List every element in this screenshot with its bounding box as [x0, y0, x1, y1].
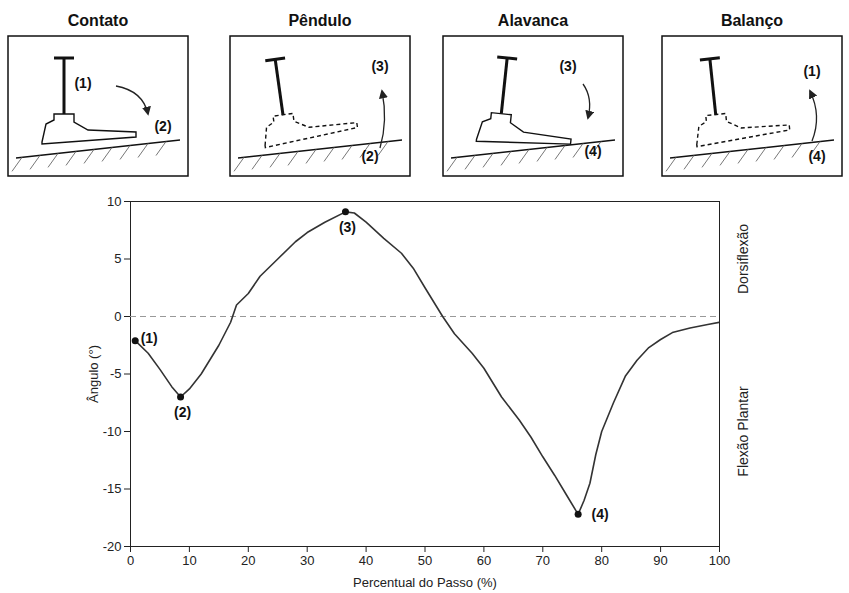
- svg-text:-15: -15: [103, 481, 122, 496]
- svg-text:0: 0: [127, 553, 134, 568]
- svg-text:70: 70: [536, 553, 550, 568]
- svg-text:(3): (3): [371, 58, 388, 74]
- svg-text:90: 90: [653, 553, 667, 568]
- svg-text:Alavanca: Alavanca: [498, 12, 568, 29]
- svg-text:Pêndulo: Pêndulo: [288, 12, 351, 29]
- svg-text:40: 40: [359, 553, 373, 568]
- svg-text:10: 10: [182, 553, 196, 568]
- svg-text:(3): (3): [339, 219, 356, 235]
- svg-text:50: 50: [418, 553, 432, 568]
- svg-text:Dorsiflexão: Dorsiflexão: [735, 224, 751, 294]
- svg-text:(2): (2): [174, 404, 191, 420]
- svg-text:Balanço: Balanço: [721, 12, 783, 29]
- svg-text:(3): (3): [559, 58, 576, 74]
- svg-text:(2): (2): [361, 148, 378, 164]
- svg-text:-5: -5: [110, 366, 122, 381]
- svg-text:10: 10: [107, 194, 121, 209]
- svg-text:-20: -20: [103, 539, 122, 554]
- svg-text:Ângulo (°): Ângulo (°): [86, 345, 101, 403]
- svg-text:(4): (4): [592, 506, 609, 522]
- svg-text:(1): (1): [803, 63, 820, 79]
- svg-text:Flexão Plantar: Flexão Plantar: [735, 386, 751, 477]
- svg-text:20: 20: [241, 553, 255, 568]
- svg-text:(1): (1): [141, 330, 158, 346]
- svg-text:Percentual do Passo (%): Percentual do Passo (%): [353, 575, 497, 590]
- svg-text:-10: -10: [103, 424, 122, 439]
- svg-text:Contato: Contato: [68, 12, 129, 29]
- svg-text:5: 5: [114, 251, 121, 266]
- svg-text:100: 100: [709, 553, 731, 568]
- svg-text:30: 30: [300, 553, 314, 568]
- svg-text:(4): (4): [584, 143, 601, 159]
- svg-text:0: 0: [114, 309, 121, 324]
- svg-text:80: 80: [594, 553, 608, 568]
- svg-text:(4): (4): [808, 148, 825, 164]
- svg-text:60: 60: [477, 553, 491, 568]
- svg-text:(2): (2): [154, 118, 171, 134]
- svg-text:(1): (1): [74, 75, 91, 91]
